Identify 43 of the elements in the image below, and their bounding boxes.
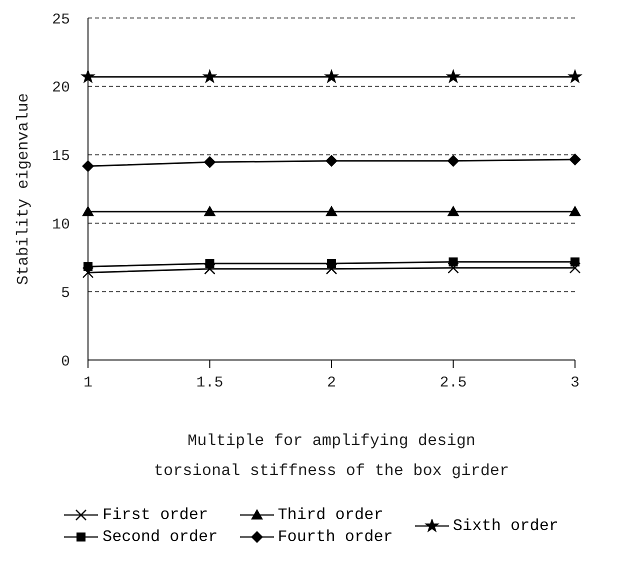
y-tick-label: 20	[52, 80, 70, 97]
point	[326, 206, 338, 216]
point	[447, 154, 460, 167]
point	[446, 70, 460, 83]
x-tick-label: 1	[83, 374, 93, 392]
point	[82, 160, 94, 172]
point	[447, 206, 460, 216]
point	[204, 156, 216, 168]
y-tick-label: 15	[52, 148, 70, 166]
x-tick-label: 3	[570, 374, 580, 392]
point	[327, 259, 336, 268]
point	[326, 263, 338, 275]
legend-label: Third order	[278, 506, 384, 524]
legend-label: Sixth order	[452, 517, 559, 535]
y-tick-label: 5	[60, 284, 70, 302]
y-tick-label: 10	[52, 216, 70, 234]
point	[569, 262, 581, 274]
point	[570, 257, 580, 266]
point	[82, 266, 94, 278]
x-tick-label: 2.5	[440, 374, 467, 392]
point	[82, 206, 94, 216]
point	[324, 70, 338, 83]
point	[569, 206, 581, 216]
x-tick-label: 2	[326, 374, 336, 392]
point	[81, 70, 95, 83]
point	[202, 70, 217, 83]
point	[205, 259, 214, 268]
point	[448, 262, 459, 274]
y-tick-label: 25	[52, 11, 70, 28]
point	[568, 70, 582, 83]
y-axis-title: Stability eigenvalue	[14, 92, 33, 286]
point	[204, 206, 216, 216]
x-tick-label: 1.5	[196, 374, 224, 392]
point	[326, 154, 338, 167]
point	[569, 153, 581, 166]
x-axis-title: Multiple for amplifying design torsional stiffness of the box girder	[152, 431, 510, 482]
legend-label: Second order	[102, 528, 218, 546]
point	[84, 262, 92, 272]
y-tick-label: 0	[60, 353, 70, 370]
point	[204, 263, 216, 275]
point	[448, 257, 458, 266]
legend-label: Fourth order	[278, 528, 393, 546]
legend-label: First order	[102, 506, 208, 524]
